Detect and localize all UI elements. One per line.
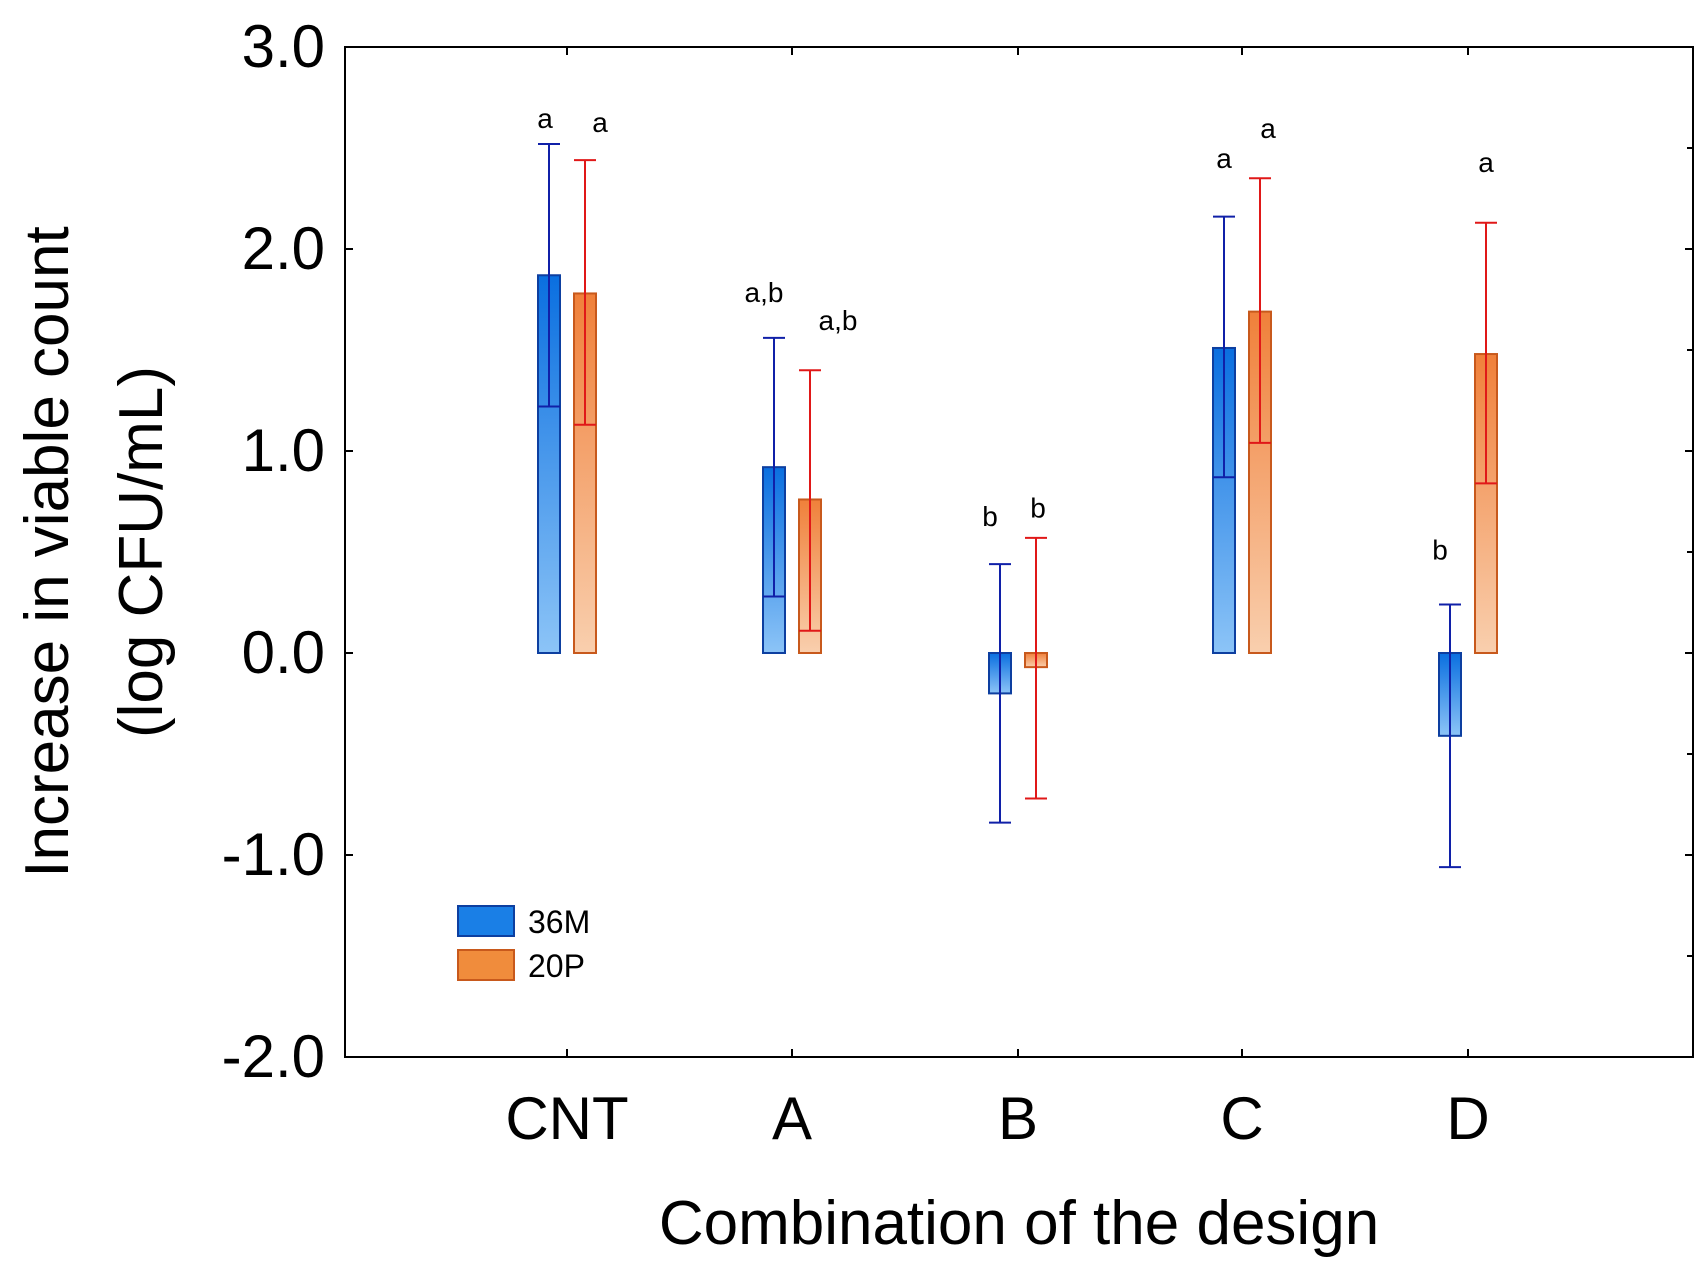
y-tick-label: 2.0 [242,215,325,282]
x-tick-label: D [1446,1085,1489,1152]
y-tick-label: -1.0 [222,821,325,888]
x-axis: CNT A B C D [505,47,1490,1152]
significance-letter-20P-D: a [1478,147,1494,178]
y-tick-label: 1.0 [242,417,325,484]
y-axis: 3.0 2.0 1.0 0.0 -1.0 -2.0 [222,13,1693,1090]
legend-swatch-20P [457,949,515,981]
y-tick-label: 0.0 [242,619,325,686]
legend: 36M 20P [457,904,590,984]
legend-swatch-36M [457,905,515,937]
significance-letter-20P-C: a [1260,113,1276,144]
x-tick-label: A [772,1085,812,1152]
x-axis-title: Combination of the design [659,1189,1379,1258]
significance-letter-36M-A: a,b [745,277,784,308]
error-bars [538,142,1497,869]
significance-letter-36M-D: b [1432,535,1448,566]
bars [537,274,1498,737]
x-tick-label: B [998,1085,1038,1152]
significance-letter-20P-CNT: a [592,107,608,138]
significance-letter-36M-B: b [982,501,998,532]
significance-letter-20P-B: b [1030,493,1046,524]
x-tick-label: CNT [505,1085,628,1152]
y-axis-title-line2: (log CFU/mL) [107,366,176,738]
legend-label-36M: 36M [528,904,590,940]
y-axis-title-line1: Increase in viable count [13,226,82,877]
plot-area [344,46,1694,1058]
legend-label-20P: 20P [528,948,585,984]
x-tick-label: C [1220,1085,1263,1152]
y-tick-label: -2.0 [222,1023,325,1090]
significance-letter-20P-A: a,b [819,305,858,336]
significance-letter-36M-CNT: a [537,103,553,134]
y-tick-label: 3.0 [242,13,325,80]
significance-letter-36M-C: a [1216,143,1232,174]
